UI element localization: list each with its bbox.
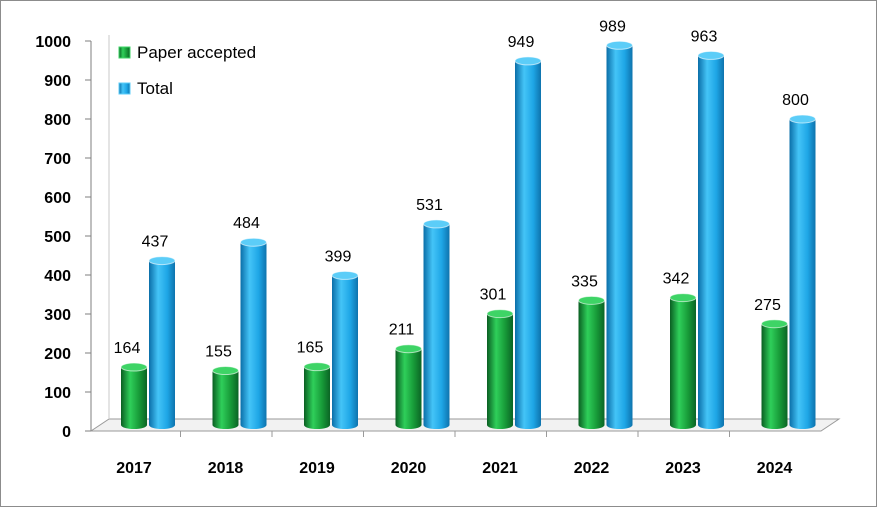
bar bbox=[240, 242, 267, 425]
bar-cap bbox=[761, 319, 788, 329]
y-tick-label: 900 bbox=[44, 73, 71, 90]
data-label: 211 bbox=[389, 322, 415, 339]
bar bbox=[670, 297, 696, 425]
bar-base bbox=[240, 421, 267, 429]
legend-item: Paper accepted bbox=[118, 43, 256, 62]
bar-cap bbox=[240, 237, 267, 247]
bar bbox=[423, 223, 450, 425]
bar-cap bbox=[697, 50, 725, 60]
y-tick-label: 0 bbox=[62, 424, 71, 441]
chart-floor bbox=[89, 418, 841, 432]
bar-base bbox=[670, 421, 696, 429]
data-label: 301 bbox=[480, 287, 507, 304]
x-tick-label: 2017 bbox=[116, 460, 152, 477]
data-label: 342 bbox=[663, 271, 690, 288]
x-tick-label: 2022 bbox=[574, 460, 610, 477]
bar bbox=[761, 323, 788, 425]
bar-cap bbox=[606, 40, 633, 50]
bar-base bbox=[578, 421, 605, 429]
data-label: 800 bbox=[782, 92, 809, 109]
bar-base bbox=[423, 421, 450, 429]
data-label: 165 bbox=[297, 340, 324, 357]
bar-base bbox=[606, 421, 633, 429]
x-tick-label: 2024 bbox=[757, 460, 793, 477]
y-tick-label: 400 bbox=[44, 268, 71, 285]
bar-cap bbox=[331, 270, 359, 280]
bar-base bbox=[395, 421, 422, 429]
bar-base bbox=[121, 421, 147, 429]
y-tick-label: 800 bbox=[44, 112, 71, 129]
data-label: 989 bbox=[599, 18, 626, 35]
bar-cap bbox=[514, 56, 542, 66]
data-label: 399 bbox=[325, 248, 352, 265]
bar bbox=[304, 366, 330, 425]
bar-cap bbox=[669, 293, 697, 303]
legend-item: Total bbox=[118, 79, 173, 98]
bar bbox=[606, 45, 633, 425]
bar-cap bbox=[303, 362, 331, 372]
bar-cap bbox=[120, 362, 148, 372]
bar-base bbox=[212, 421, 239, 429]
bar bbox=[332, 275, 358, 425]
bar-cap bbox=[148, 256, 176, 266]
bar-cap bbox=[578, 295, 605, 305]
x-tick-label: 2018 bbox=[208, 460, 244, 477]
bar bbox=[789, 119, 816, 425]
y-tick-label: 500 bbox=[44, 229, 71, 246]
data-label: 963 bbox=[691, 28, 718, 45]
bar-cap bbox=[486, 309, 514, 319]
y-tick-label: 1000 bbox=[35, 34, 71, 51]
data-label: 335 bbox=[571, 273, 598, 290]
bar bbox=[212, 370, 239, 425]
bar-base bbox=[515, 421, 541, 429]
y-tick-label: 300 bbox=[44, 307, 71, 324]
data-label: 275 bbox=[754, 297, 781, 314]
data-label: 484 bbox=[233, 215, 260, 232]
y-tick-label: 600 bbox=[44, 190, 71, 207]
y-tick-label: 700 bbox=[44, 151, 71, 168]
bar-base bbox=[304, 421, 330, 429]
bar bbox=[121, 367, 147, 425]
legend-label: Total bbox=[137, 79, 173, 98]
data-label: 155 bbox=[205, 344, 232, 361]
bar-cap bbox=[789, 114, 816, 124]
x-tick-label: 2020 bbox=[391, 460, 427, 477]
bar bbox=[149, 260, 175, 425]
legend-swatch bbox=[118, 82, 131, 95]
legend-swatch bbox=[118, 46, 131, 59]
x-tick-label: 2021 bbox=[482, 460, 518, 477]
legend-label: Paper accepted bbox=[137, 43, 256, 62]
x-tick-label: 2019 bbox=[299, 460, 335, 477]
bar-base bbox=[761, 421, 788, 429]
bar-cap bbox=[212, 366, 239, 376]
bar-cap bbox=[423, 219, 450, 229]
data-label: 949 bbox=[508, 34, 535, 51]
y-tick-label: 100 bbox=[44, 385, 71, 402]
data-label: 164 bbox=[114, 340, 141, 357]
bar bbox=[395, 348, 422, 425]
bar bbox=[515, 60, 541, 425]
y-tick-label: 200 bbox=[44, 346, 71, 363]
data-label: 437 bbox=[142, 234, 169, 251]
data-label: 531 bbox=[416, 197, 443, 214]
bar-base bbox=[789, 421, 816, 429]
bar bbox=[698, 55, 724, 426]
x-tick-label: 2023 bbox=[665, 460, 701, 477]
bar bbox=[578, 300, 605, 425]
bar-cap bbox=[395, 344, 422, 354]
bar-base bbox=[332, 421, 358, 429]
bar-base bbox=[149, 421, 175, 429]
bar-base bbox=[487, 421, 513, 429]
bar-base bbox=[698, 421, 724, 429]
bar bbox=[487, 313, 513, 425]
